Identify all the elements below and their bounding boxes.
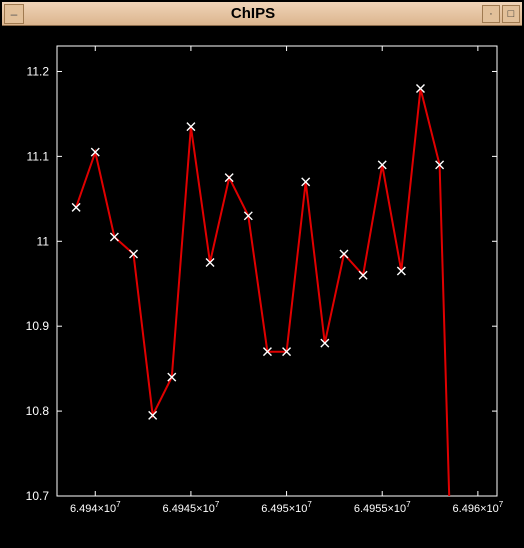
y-tick-label: 10.9 bbox=[26, 319, 50, 333]
x-tick-label: 6.496×107 bbox=[453, 500, 504, 515]
plot-svg: 10.7 10.8 10.9 11 11.1 11.2 6.494×107 6.4945×10… bbox=[2, 26, 522, 546]
plot-canvas: 10.7 10.8 10.9 11 11.1 11.2 6.494×107 6.4945×10… bbox=[2, 26, 522, 546]
x-tick-label: 6.4945×107 bbox=[163, 500, 220, 515]
x-tick-label: 6.4955×107 bbox=[354, 500, 411, 515]
x-tick-label: 6.495×107 bbox=[261, 500, 312, 515]
window-controls: · □ bbox=[482, 5, 520, 23]
minimize-icon[interactable]: · bbox=[482, 5, 500, 23]
window-title: ChIPS bbox=[24, 5, 482, 22]
window-menu-icon[interactable] bbox=[4, 4, 24, 24]
y-tick-label: 10.7 bbox=[26, 489, 50, 503]
y-tick-label: 10.8 bbox=[26, 404, 50, 418]
y-tick-label: 11 bbox=[37, 234, 50, 248]
maximize-icon[interactable]: □ bbox=[502, 5, 520, 23]
y-tick-label: 11.1 bbox=[27, 149, 50, 163]
app-window: ChIPS · □ 10.7 10.8 10.9 11 11.1 11.2 6.494×10… bbox=[0, 0, 524, 548]
titlebar[interactable]: ChIPS · □ bbox=[2, 2, 522, 26]
y-tick-label: 11.2 bbox=[27, 64, 50, 78]
x-tick-label: 6.494×107 bbox=[70, 500, 121, 515]
